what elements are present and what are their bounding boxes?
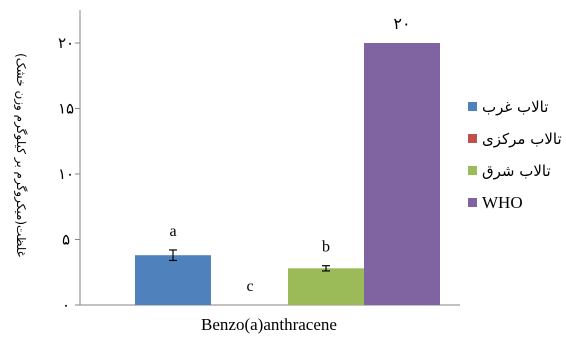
y-axis-label: غلظت(میکروگرم بر کیلوگرم وزن خشک): [13, 53, 28, 257]
legend-label: تالاب غرب: [482, 98, 548, 116]
legend-label: تالاب مرکزی: [482, 130, 562, 148]
legend-label: WHO: [482, 193, 523, 212]
plot-area: ۰ ۵ ۱۰ ۱۵ ۲۰ a c b ۲۰ Benzo(a)anthracene غلظت(م…: [13, 10, 460, 334]
y-tick-label: ۱۰: [58, 165, 74, 183]
bar: [288, 268, 364, 305]
x-category-label: Benzo(a)anthracene: [201, 315, 337, 334]
bar-annotation: c: [246, 278, 253, 295]
y-tick-label: ۰: [62, 296, 70, 314]
bar-annotations: a c b ۲۰: [169, 16, 410, 295]
error-bars: [169, 249, 330, 272]
bar-annotation: a: [169, 223, 176, 240]
legend-swatch: [468, 134, 477, 143]
legend-swatch: [468, 198, 477, 207]
bar: [364, 43, 440, 305]
y-ticks: ۰ ۵ ۱۰ ۱۵ ۲۰: [58, 34, 80, 314]
y-tick-label: ۵: [62, 231, 70, 249]
bars: [135, 43, 440, 305]
bar-annotation: ۲۰: [393, 16, 410, 33]
y-tick-label: ۲۰: [58, 34, 74, 52]
y-tick-label: ۱۵: [58, 100, 74, 118]
legend: تالاب غرب تالاب مرکزی تالاب شرق WHO: [468, 98, 562, 212]
legend-swatch: [468, 166, 477, 175]
legend-swatch: [468, 102, 477, 111]
legend-label: تالاب شرق: [482, 162, 551, 180]
bar-annotation: b: [322, 239, 330, 256]
bar: [135, 255, 211, 305]
